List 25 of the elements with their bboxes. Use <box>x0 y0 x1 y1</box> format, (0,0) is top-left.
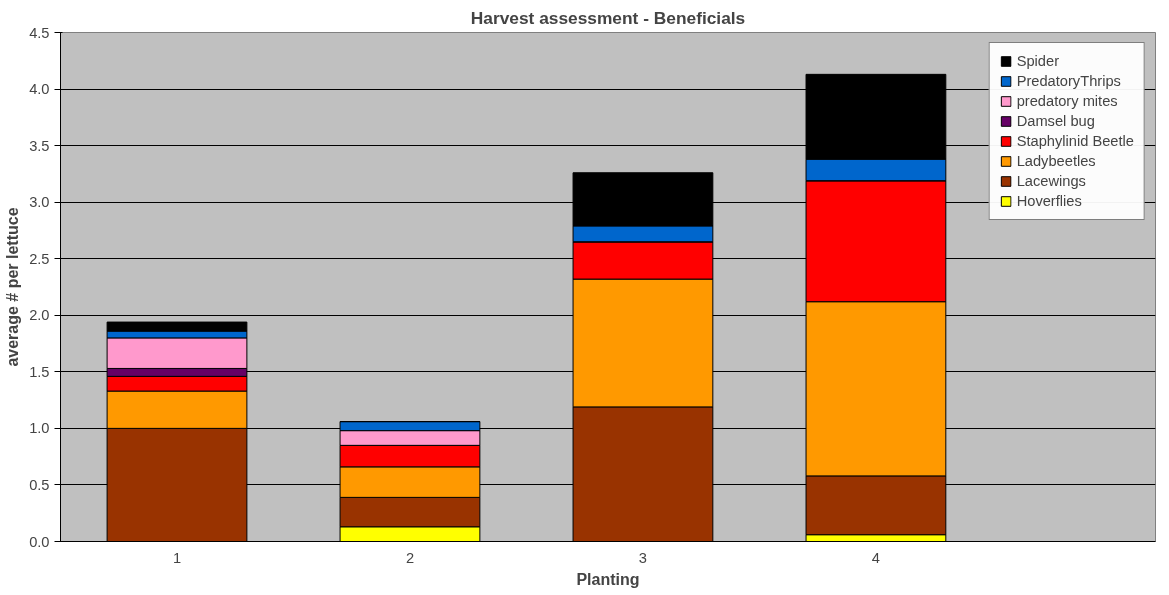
legend-label: Ladybeetles <box>1016 153 1096 169</box>
y-tick-label: 3.5 <box>29 137 50 154</box>
legend-label: Staphylinid Beetle <box>1016 133 1134 149</box>
y-tick-label: 4.0 <box>29 81 50 98</box>
legend-label: Spider <box>1016 53 1060 69</box>
legend-label: predatory mites <box>1016 93 1118 109</box>
y-tick-label: 4.5 <box>29 24 50 41</box>
legend-label: PredatoryThrips <box>1016 73 1121 89</box>
y-tick-label: 0.5 <box>29 476 50 493</box>
chart-title: Harvest assessment - Beneficials <box>470 7 746 28</box>
y-tick-label: 2.0 <box>29 307 50 324</box>
y-tick-label: 1.0 <box>29 420 50 437</box>
x-tick-label: 3 <box>638 549 648 566</box>
y-tick-label: 1.5 <box>29 363 50 380</box>
legend-label: Hoverflies <box>1016 193 1082 209</box>
y-axis-title: average # per lettuce <box>4 207 22 367</box>
legend-label: Lacewings <box>1016 173 1086 189</box>
y-tick-label: 0.0 <box>29 533 50 550</box>
y-tick-label: 3.0 <box>29 194 50 211</box>
x-tick-label: 2 <box>405 549 415 566</box>
y-tick-label: 2.5 <box>29 250 50 267</box>
legend-label: Damsel bug <box>1016 113 1095 129</box>
x-tick-label: 4 <box>871 549 881 566</box>
x-axis-title: Planting <box>576 570 640 588</box>
x-tick-label: 1 <box>172 549 182 566</box>
